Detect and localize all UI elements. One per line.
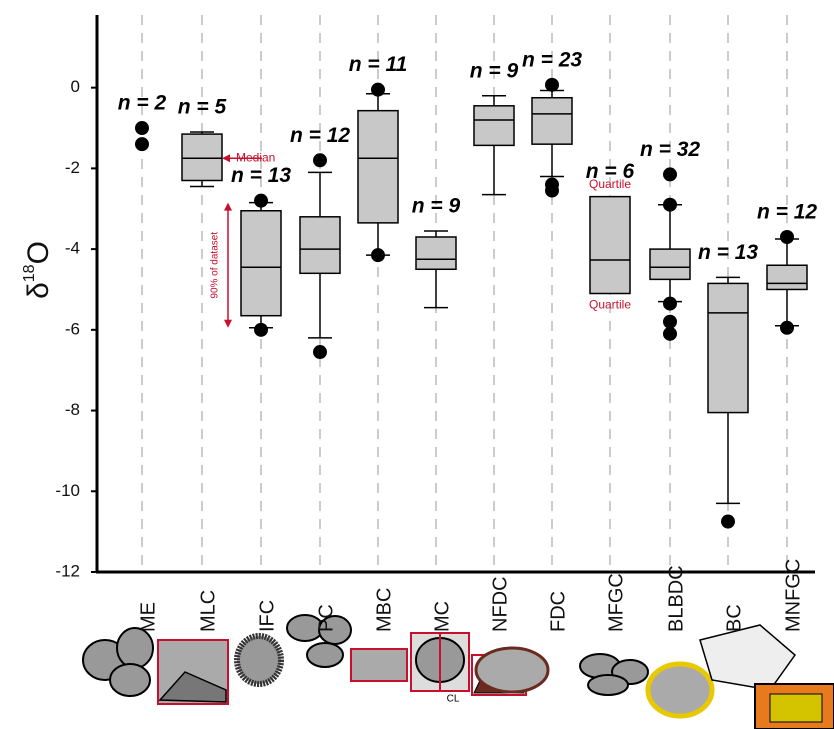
x-tick-label: FDC bbox=[547, 591, 569, 632]
n-label: n = 12 bbox=[757, 201, 817, 224]
x-tick-label: NFDC bbox=[489, 576, 511, 632]
icon bbox=[587, 674, 629, 696]
x-tick-label: ME bbox=[137, 602, 159, 632]
outlier bbox=[545, 77, 559, 92]
outlier bbox=[254, 322, 268, 337]
box bbox=[473, 105, 515, 147]
box bbox=[415, 236, 457, 271]
icon bbox=[116, 627, 154, 669]
outlier bbox=[371, 248, 385, 263]
box bbox=[357, 109, 399, 224]
outlier bbox=[780, 320, 794, 335]
n-label: n = 32 bbox=[640, 138, 700, 161]
x-tick-label: MNFGC bbox=[782, 559, 804, 632]
outlier bbox=[313, 345, 327, 360]
icon bbox=[769, 693, 823, 723]
annotation: Quartile bbox=[589, 177, 631, 191]
y-tick-label: -4 bbox=[65, 239, 80, 258]
icon bbox=[158, 671, 227, 703]
x-tick-label: MFGC bbox=[605, 573, 627, 632]
outlier bbox=[254, 193, 268, 208]
annotation-arrowhead bbox=[222, 154, 230, 163]
n-label: n = 12 bbox=[290, 124, 350, 147]
y-tick-label: 0 bbox=[71, 77, 80, 96]
x-tick-label: MC bbox=[431, 601, 453, 632]
icons bbox=[82, 614, 834, 729]
y-tick-label: -6 bbox=[65, 319, 80, 338]
icon bbox=[699, 624, 797, 691]
annotation: Quartile bbox=[589, 298, 631, 312]
annotation: Median bbox=[236, 150, 275, 164]
box bbox=[707, 282, 749, 414]
y-tick-label: -8 bbox=[65, 400, 80, 419]
icon bbox=[350, 648, 408, 682]
box bbox=[299, 216, 341, 275]
box bbox=[649, 248, 691, 281]
n-label: n = 5 bbox=[178, 96, 227, 119]
outlier bbox=[135, 121, 149, 136]
annotation: CL bbox=[447, 694, 460, 705]
outlier bbox=[663, 314, 677, 329]
x-tick-label: MLC bbox=[197, 590, 219, 632]
n-label: n = 6 bbox=[586, 160, 635, 183]
outlier bbox=[721, 514, 735, 529]
outlier bbox=[780, 229, 794, 244]
x-tick-label: IFC bbox=[256, 600, 278, 632]
y-tick-label: -2 bbox=[65, 158, 80, 177]
n-label: n = 9 bbox=[412, 194, 461, 217]
n-label: n = 13 bbox=[698, 241, 758, 264]
outlier bbox=[313, 153, 327, 168]
box bbox=[766, 264, 808, 291]
outlier bbox=[663, 326, 677, 341]
x-tick-label: MBC bbox=[373, 588, 395, 632]
y-tick-label: -10 bbox=[55, 481, 80, 500]
outlier bbox=[371, 82, 385, 97]
annotation: 90% of dataset bbox=[210, 232, 221, 299]
n-label: n = 2 bbox=[118, 92, 167, 115]
outlier bbox=[135, 137, 149, 152]
y-label-base: δ bbox=[22, 282, 55, 299]
box bbox=[181, 133, 223, 182]
n-label: n = 11 bbox=[349, 53, 408, 76]
outlier bbox=[663, 167, 677, 182]
icon bbox=[474, 646, 550, 694]
y-tick-label: -12 bbox=[55, 561, 80, 580]
x-tick-label: PC bbox=[315, 604, 337, 632]
icon bbox=[234, 633, 284, 687]
y-label-sub: O bbox=[22, 241, 55, 264]
x-tick-label: BC bbox=[723, 604, 745, 632]
box bbox=[589, 195, 631, 295]
icon bbox=[109, 663, 151, 697]
x-tick-label: BLBDC bbox=[665, 565, 687, 632]
outlier bbox=[663, 197, 677, 212]
annotation-arrowhead bbox=[224, 202, 232, 211]
icon bbox=[306, 642, 344, 668]
icon bbox=[645, 661, 715, 719]
box bbox=[240, 210, 282, 317]
n-label: n = 23 bbox=[522, 48, 582, 71]
annotation-arrowhead bbox=[224, 319, 232, 328]
outlier bbox=[663, 296, 677, 311]
n-label: n = 13 bbox=[231, 164, 291, 187]
y-label-sup: 18 bbox=[21, 264, 38, 282]
box bbox=[531, 96, 573, 145]
n-label: n = 9 bbox=[470, 59, 519, 82]
outlier bbox=[545, 183, 559, 198]
y-axis-label: δ18O bbox=[21, 241, 55, 299]
